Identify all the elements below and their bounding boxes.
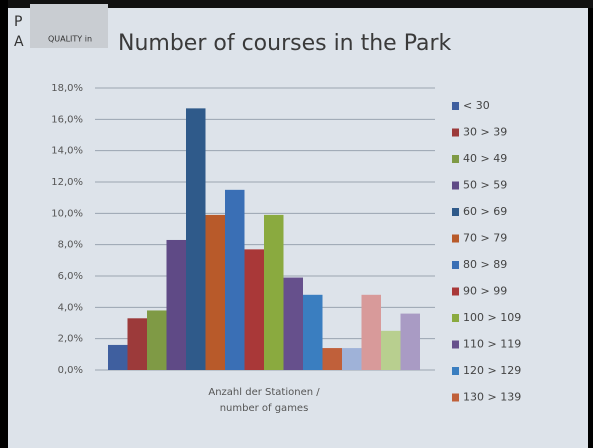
legend-swatch xyxy=(452,261,459,269)
bar xyxy=(362,295,382,370)
logo-letter: A xyxy=(14,34,24,50)
legend-label: 80 > 89 xyxy=(463,258,507,271)
x-label: number of games xyxy=(220,403,309,414)
legend-swatch xyxy=(452,235,459,243)
legend-swatch xyxy=(452,155,459,163)
bar xyxy=(323,348,343,370)
legend-label: < 30 xyxy=(463,99,490,112)
bar xyxy=(342,348,362,370)
bar xyxy=(245,249,265,370)
legend-swatch xyxy=(452,341,459,349)
legend-swatch xyxy=(452,288,459,296)
bar xyxy=(206,215,226,370)
legend-label: 90 > 99 xyxy=(463,285,507,298)
logo-letter: P xyxy=(14,14,22,30)
legend-swatch xyxy=(452,314,459,322)
legend-label: 60 > 69 xyxy=(463,205,507,218)
legend-swatch xyxy=(452,208,459,216)
bar xyxy=(284,278,304,370)
y-tick-label: 16,0% xyxy=(51,114,83,125)
legend-label: 110 > 119 xyxy=(463,338,521,351)
legend-swatch xyxy=(452,102,459,110)
legend-label: 120 > 129 xyxy=(463,364,521,377)
y-tick-label: 6,0% xyxy=(58,271,83,282)
x-label: Anzahl der Stationen / xyxy=(208,387,320,398)
bar xyxy=(225,190,245,370)
chart-title: Number of courses in the Park xyxy=(118,31,452,56)
logo-text: QUALITY in xyxy=(48,35,92,44)
y-tick-label: 4,0% xyxy=(58,302,83,313)
bar xyxy=(303,295,323,370)
bar xyxy=(147,310,167,370)
legend-swatch xyxy=(452,394,459,402)
bar xyxy=(186,108,206,370)
y-tick-label: 12,0% xyxy=(51,177,83,188)
legend-swatch xyxy=(452,367,459,375)
bar xyxy=(128,318,148,370)
legend-swatch xyxy=(452,129,459,137)
bar xyxy=(167,240,187,370)
slide xyxy=(8,8,588,448)
chart: P A QUALITY in Number of courses in the … xyxy=(0,0,593,448)
bar xyxy=(108,345,128,370)
legend-label: 130 > 139 xyxy=(463,391,521,404)
legend-label: 100 > 109 xyxy=(463,311,521,324)
page: {"chart_data": {"type": "bar", "title": … xyxy=(0,0,593,448)
bar xyxy=(381,331,401,370)
legend-label: 50 > 59 xyxy=(463,179,507,192)
y-tick-label: 10,0% xyxy=(51,208,83,219)
legend-label: 70 > 79 xyxy=(463,232,507,245)
legend-label: 40 > 49 xyxy=(463,152,507,165)
legend-swatch xyxy=(452,182,459,190)
y-tick-label: 14,0% xyxy=(51,146,83,157)
bar xyxy=(401,314,421,370)
y-tick-label: 2,0% xyxy=(58,334,83,345)
y-tick-label: 18,0% xyxy=(51,83,83,94)
bar xyxy=(264,215,284,370)
legend-label: 30 > 39 xyxy=(463,126,507,139)
y-tick-label: 8,0% xyxy=(58,240,83,251)
y-tick-label: 0,0% xyxy=(58,365,83,376)
